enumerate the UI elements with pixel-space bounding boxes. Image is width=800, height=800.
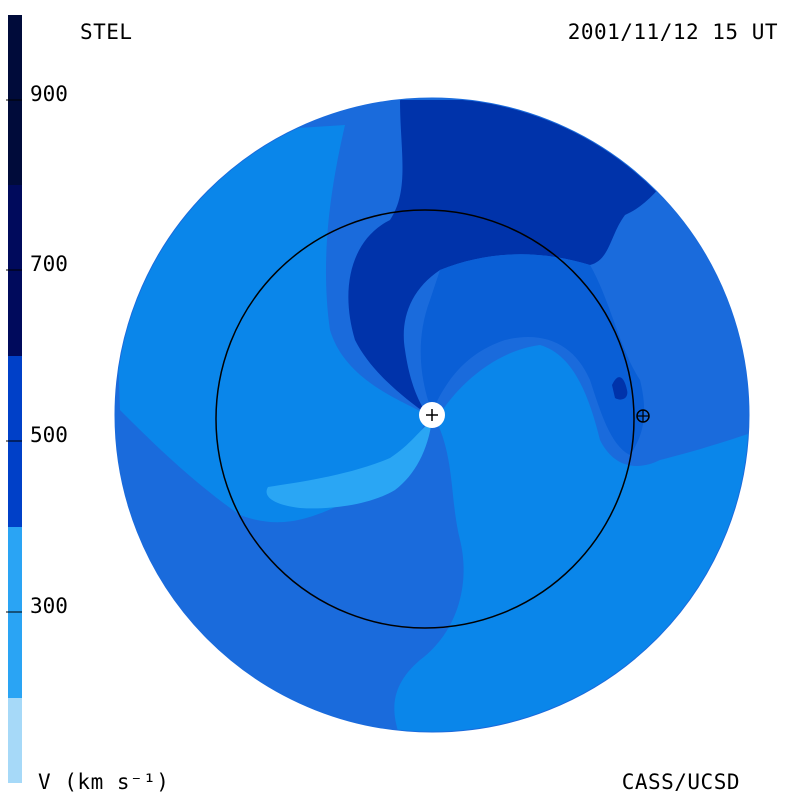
colorbar-tick-label: 900 [30,82,68,106]
fast-blob [612,377,628,400]
colorbar-tick-label: 700 [30,252,68,276]
earth-marker [636,409,650,423]
source-label: STEL [80,20,133,44]
colorbar [8,15,22,783]
medium-stream-top [420,254,645,455]
earth-orbit [215,209,635,629]
slowest-streak [266,420,432,509]
colorbar-band [8,698,22,783]
slow-stream-left [115,125,428,523]
units-label: V (km s⁻¹) [38,770,170,794]
timestamp-label: 2001/11/12 15 UT [567,20,778,44]
colorbar-ticks [6,99,22,613]
sun-marker [419,402,445,428]
credit-label: CASS/UCSD [621,770,740,794]
fast-stream-top [348,100,700,415]
colorbar-tick-label: 300 [30,594,68,618]
colorbar-tick-label: 500 [30,423,68,447]
